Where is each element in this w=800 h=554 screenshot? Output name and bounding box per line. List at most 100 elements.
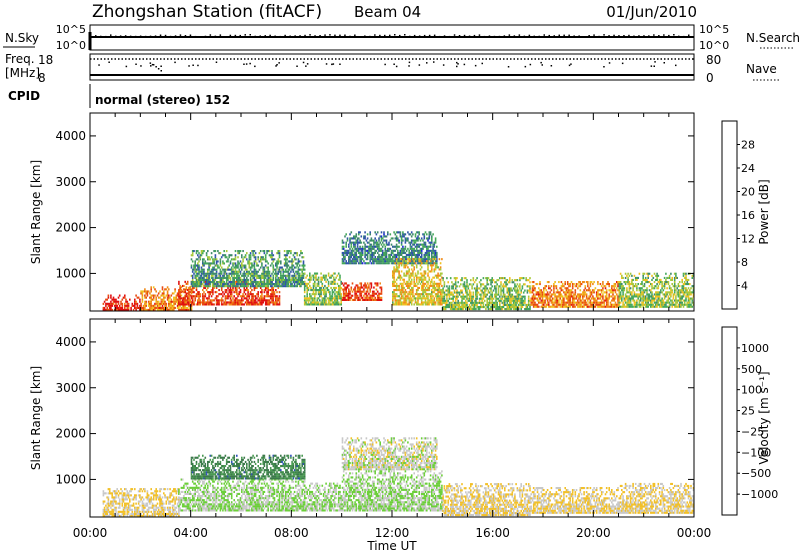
power-cell (215, 272, 218, 275)
power-cell (219, 281, 222, 284)
power-cell (426, 233, 428, 236)
power-cell (603, 305, 605, 308)
power-cell (431, 303, 433, 306)
power-cell (413, 282, 415, 285)
power-cell (466, 301, 468, 304)
power-cell (183, 297, 185, 300)
power-cell (218, 289, 220, 292)
power-cell (210, 281, 213, 284)
power-cell (200, 272, 203, 275)
power-cell (287, 260, 290, 263)
power-cell (267, 268, 269, 271)
power-cell (300, 260, 302, 263)
power-cell (191, 301, 194, 304)
power-cell (315, 276, 317, 279)
power-cell (497, 297, 500, 300)
power-cell (236, 278, 238, 281)
search-count-point (658, 35, 660, 37)
power-cell (424, 241, 427, 244)
power-cell (451, 308, 453, 311)
power-cell (505, 299, 507, 302)
power-cell (236, 270, 238, 273)
power-cell (452, 306, 454, 309)
power-cell (398, 303, 400, 306)
power-cell (423, 235, 426, 238)
search-count-point (463, 34, 466, 37)
power-cell (237, 295, 239, 298)
power-cell (213, 278, 215, 281)
nave-point (215, 61, 218, 63)
power-cell (532, 299, 535, 302)
power-cell (485, 285, 487, 288)
power-cell (134, 306, 136, 309)
power-cell (397, 253, 399, 256)
power-cell (408, 286, 410, 289)
power-cell (198, 266, 200, 269)
search-count-point (294, 35, 296, 37)
power-cell (155, 290, 157, 293)
power-cell (356, 239, 359, 242)
power-cell (502, 301, 505, 304)
power-cell (302, 274, 305, 277)
power-cell (414, 241, 417, 244)
power-cell (432, 276, 434, 279)
power-cell (291, 262, 293, 265)
power-cell (267, 278, 269, 281)
power-cell (212, 274, 214, 277)
power-cell (288, 266, 291, 269)
power-cell (368, 247, 370, 250)
power-cell (468, 283, 471, 286)
power-cell (423, 253, 426, 256)
power-cell (248, 283, 251, 286)
power-cell (264, 276, 267, 279)
power-cell (314, 280, 316, 283)
power-cell (152, 306, 155, 309)
power-cell (327, 299, 330, 302)
power-cell (354, 262, 356, 265)
power-cell (485, 295, 487, 298)
power-cell (293, 285, 296, 288)
power-cell (283, 283, 286, 286)
power-cell (348, 294, 350, 297)
power-cell (451, 303, 453, 306)
power-cell (426, 295, 428, 298)
power-cell (407, 266, 409, 269)
power-cell (259, 281, 262, 284)
power-cell (202, 297, 204, 300)
power-cell (407, 286, 409, 289)
power-cell (582, 281, 584, 284)
power-cell (375, 258, 378, 261)
power-cell (298, 285, 301, 288)
power-cell (584, 287, 587, 290)
power-cell (564, 291, 566, 294)
power-cell (512, 301, 515, 304)
power-cell (403, 280, 405, 283)
power-cell (550, 295, 553, 298)
power-cell (465, 277, 467, 280)
power-cell (409, 243, 412, 246)
power-cell (470, 297, 472, 300)
power-cell (583, 293, 585, 296)
power-cell (197, 285, 199, 288)
power-cell (266, 281, 268, 284)
power-cell (306, 282, 308, 285)
power-cell (181, 306, 184, 309)
power-cell (334, 295, 336, 298)
power-cell (324, 291, 326, 294)
power-cell (145, 304, 147, 307)
nave-point (384, 63, 386, 66)
power-cell (359, 258, 361, 261)
power-cell (203, 278, 205, 281)
power-cell (560, 295, 563, 298)
power-cell (320, 301, 322, 304)
power-cell (403, 233, 405, 236)
power-cell (349, 298, 351, 301)
power-cell (180, 289, 183, 292)
power-cell (432, 303, 434, 306)
power-cell (247, 274, 249, 277)
power-cell (380, 296, 383, 299)
power-cell (597, 293, 599, 296)
power-cell (555, 299, 558, 302)
power-cell (449, 277, 452, 280)
